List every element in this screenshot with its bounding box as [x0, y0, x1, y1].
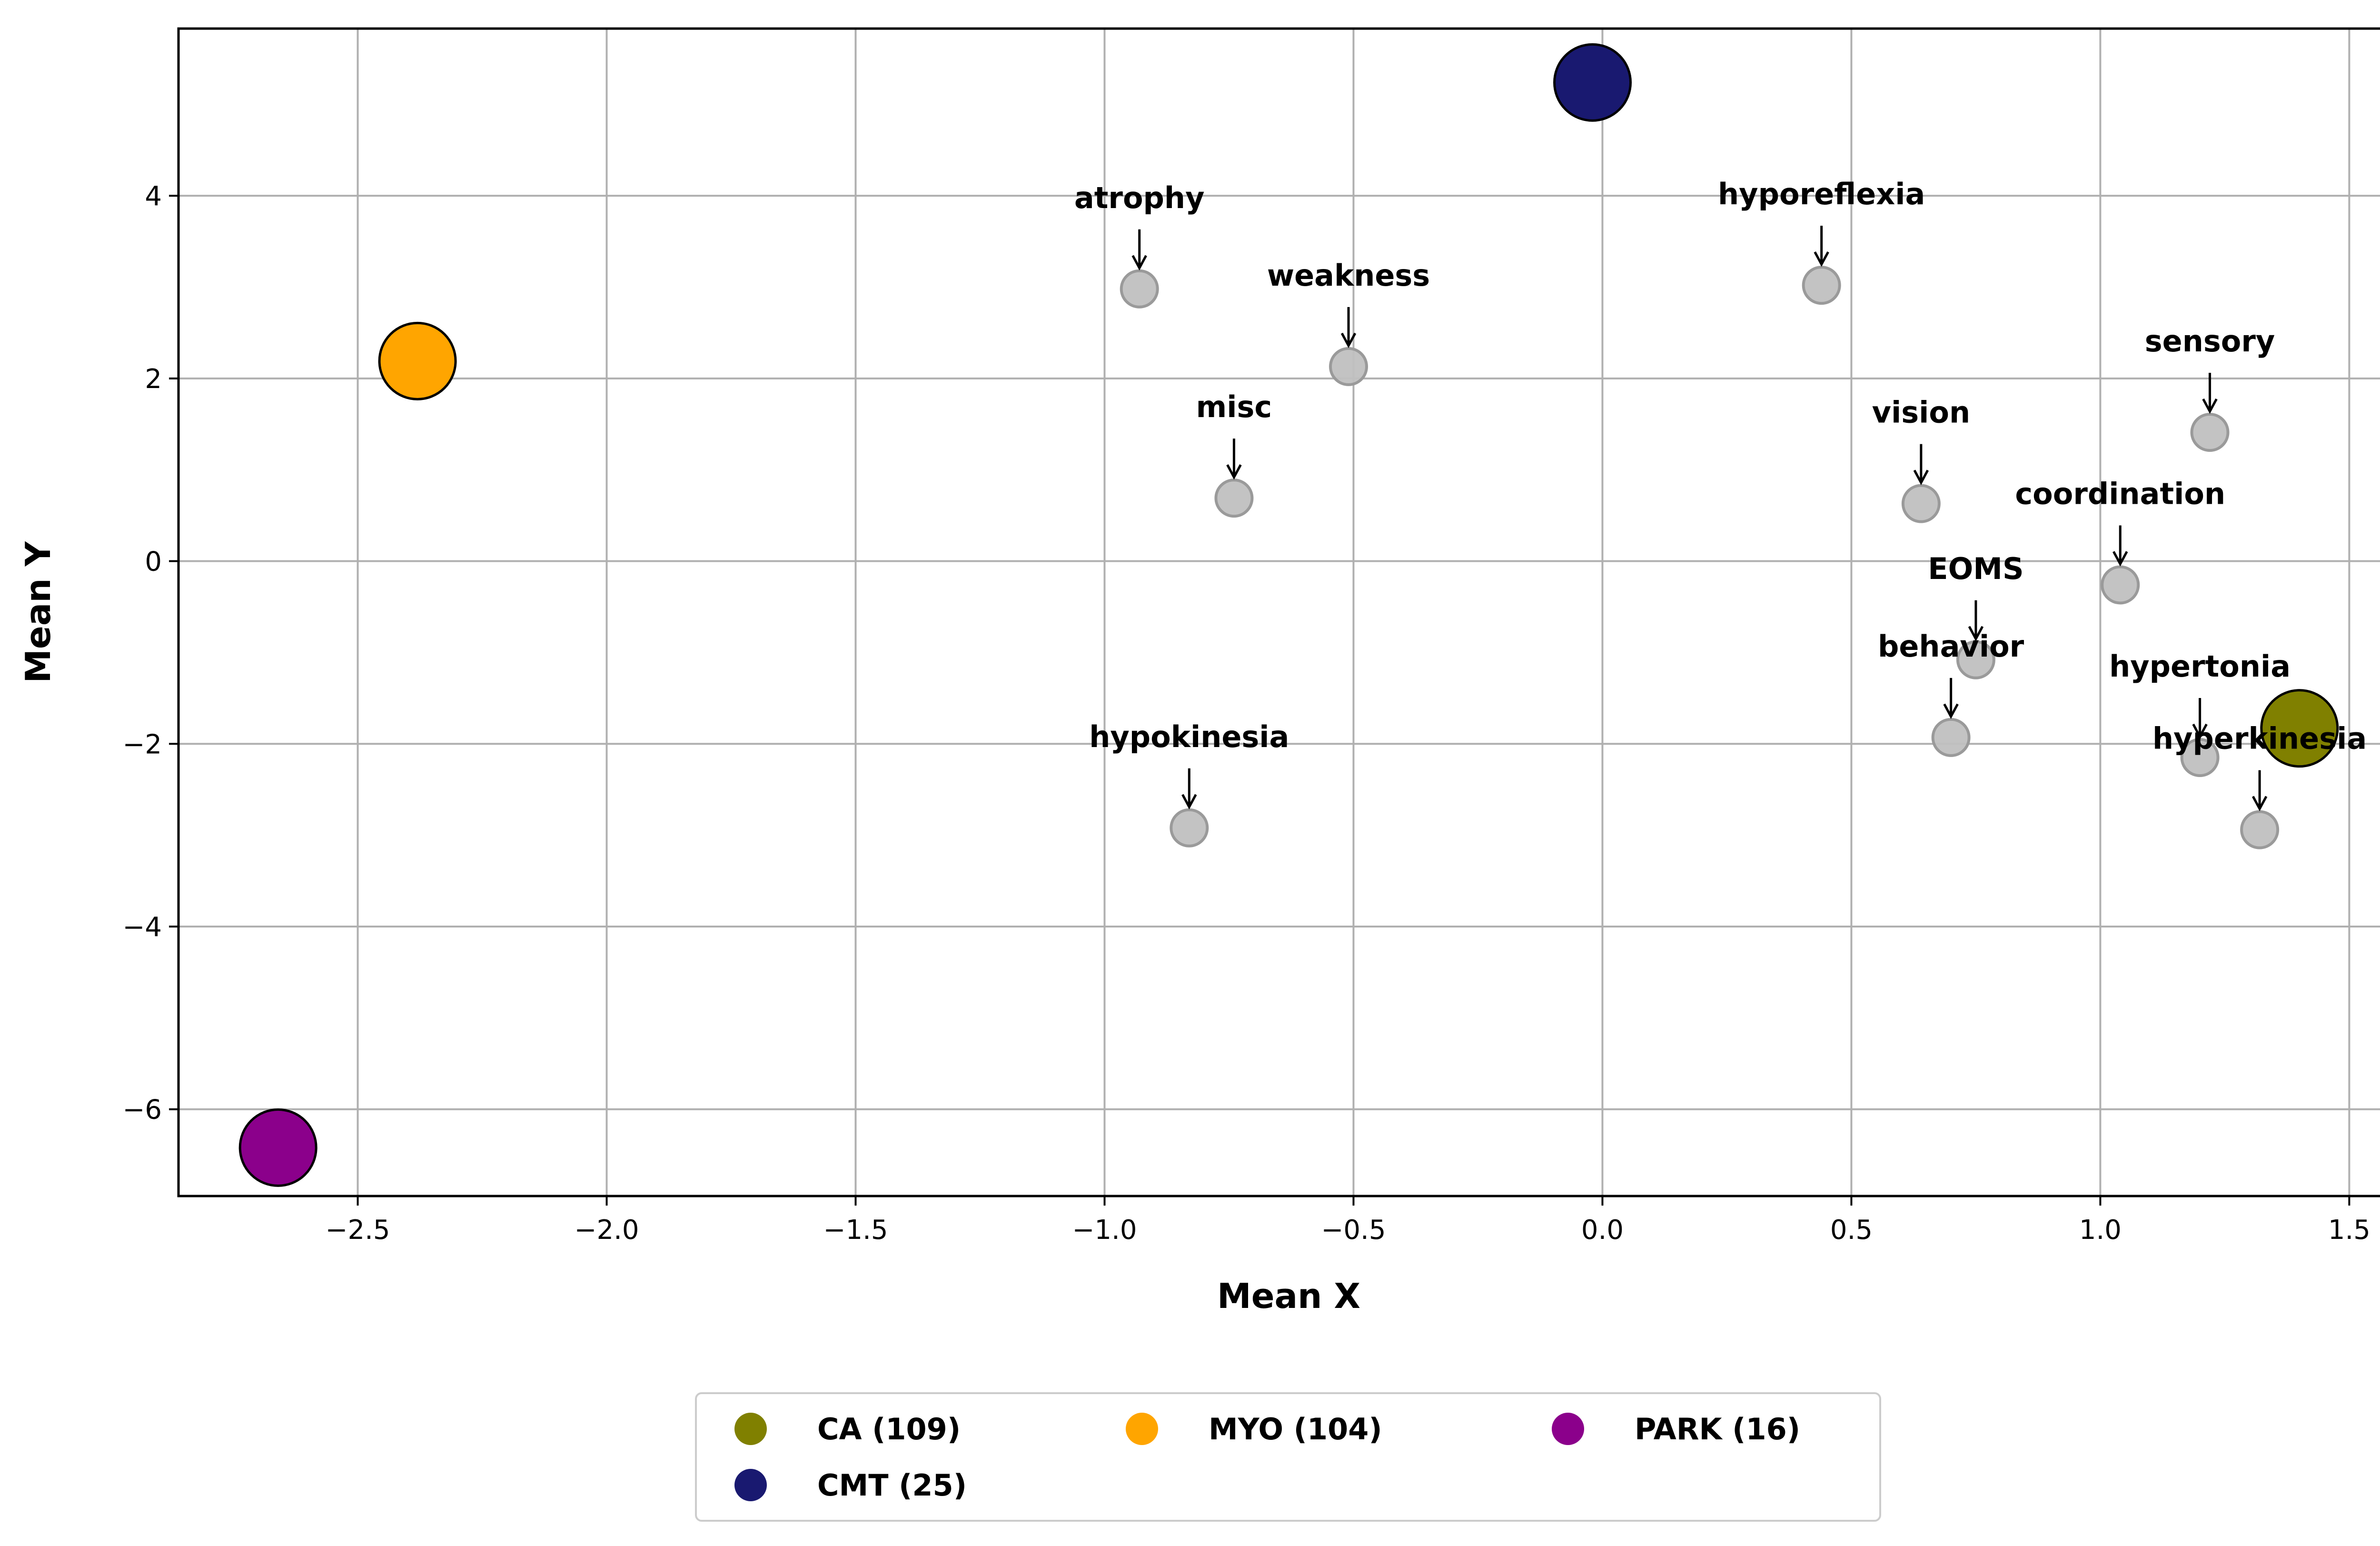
symptom-point: [2101, 565, 2140, 605]
group-point: [238, 1108, 317, 1187]
symptom-label: hypokinesia: [1089, 719, 1289, 754]
annotation-arrowhead: [2112, 551, 2128, 567]
annotation-arrowhead: [1181, 794, 1197, 810]
symptom-point: [1214, 479, 1254, 518]
legend: CA (109) CMT (25) MYO (104) PARK (16): [695, 1392, 1881, 1522]
annotation-arrowhead: [1340, 332, 1357, 349]
symptom-point: [1931, 718, 1971, 757]
data-points: [238, 43, 2339, 1187]
y-tick-label: 4: [145, 181, 162, 212]
symptom-point: [1802, 266, 1841, 305]
x-tick-label: −2.0: [575, 1215, 639, 1246]
symptom-label: behavior: [1878, 629, 2024, 664]
annotation-arrowhead: [1913, 469, 1929, 485]
legend-marker: [734, 1413, 767, 1445]
symptom-label: coordination: [2015, 476, 2225, 511]
y-tick-label: −6: [122, 1095, 162, 1126]
grid-lines: [178, 29, 2380, 1196]
x-tick-label: 1.0: [2079, 1215, 2122, 1246]
x-tick-label: −1.0: [1072, 1215, 1137, 1246]
legend-marker: [1126, 1413, 1158, 1445]
y-tick-label: −2: [122, 729, 162, 760]
y-tick-label: −4: [122, 912, 162, 943]
annotation-arrowhead: [1814, 251, 1829, 267]
annotation-arrowhead: [1943, 703, 1959, 719]
symptom-point: [1901, 484, 1941, 523]
x-tick-label: −2.5: [326, 1215, 390, 1246]
symptom-point: [2240, 810, 2280, 849]
legend-label: CA (109): [817, 1412, 961, 1446]
x-tick-label: −1.5: [823, 1215, 888, 1246]
axis-ticks: −2.5 −2.0 −1.5 −1.0 −0.5 0.0 0.5 1.0 1.5 4 2 0 −2 −4 −…: [122, 181, 2370, 1246]
symptom-point: [1956, 640, 1995, 679]
legend-marker: [734, 1469, 767, 1501]
group-point: [2260, 689, 2339, 768]
group-point: [378, 321, 457, 400]
symptom-point: [2180, 738, 2220, 778]
symptom-label: weakness: [1267, 258, 1430, 293]
x-tick-label: 0.0: [1581, 1215, 1624, 1246]
group-point: [1553, 43, 1632, 122]
y-tick-label: 2: [145, 364, 162, 395]
symptom-label: hyporeflexia: [1718, 177, 1925, 211]
symptom-label: EOMS: [1928, 551, 2023, 586]
legend-label: CMT (25): [817, 1468, 967, 1503]
annotation-arrowhead: [1131, 255, 1147, 271]
annotation-arrowhead: [2192, 723, 2208, 739]
symptom-label: atrophy: [1074, 180, 1205, 215]
annotations: atrophy weakness misc hypokinesia hyporeflex…: [1074, 177, 2367, 811]
symptom-point: [1329, 347, 1368, 386]
symptom-label: vision: [1872, 395, 1971, 430]
x-tick-label: 1.5: [2328, 1215, 2370, 1246]
legend-label: PARK (16): [1635, 1412, 1800, 1446]
annotation-arrowhead: [1226, 464, 1242, 480]
symptom-point: [1120, 269, 1159, 309]
x-tick-label: −0.5: [1321, 1215, 1386, 1246]
x-tick-label: 0.5: [1830, 1215, 1873, 1246]
symptom-point: [1170, 808, 1209, 848]
y-axis-title: Mean Y: [18, 541, 58, 683]
annotation-arrowhead: [1968, 626, 1984, 642]
legend-marker: [1552, 1413, 1584, 1445]
symptom-label: misc: [1196, 389, 1272, 424]
symptom-point: [2190, 413, 2230, 452]
legend-label: MYO (104): [1209, 1412, 1382, 1446]
symptom-label: sensory: [2145, 324, 2275, 359]
symptom-label: hyperkinesia: [2152, 721, 2367, 756]
legend-box: [695, 1392, 1881, 1522]
annotation-arrowhead: [2251, 796, 2268, 811]
plot-frame: [177, 27, 2380, 1197]
x-axis-title: Mean X: [1217, 1276, 1360, 1316]
annotation-arrowhead: [2202, 398, 2218, 414]
symptom-label: hypertonia: [2109, 649, 2291, 684]
y-tick-label: 0: [145, 547, 162, 578]
